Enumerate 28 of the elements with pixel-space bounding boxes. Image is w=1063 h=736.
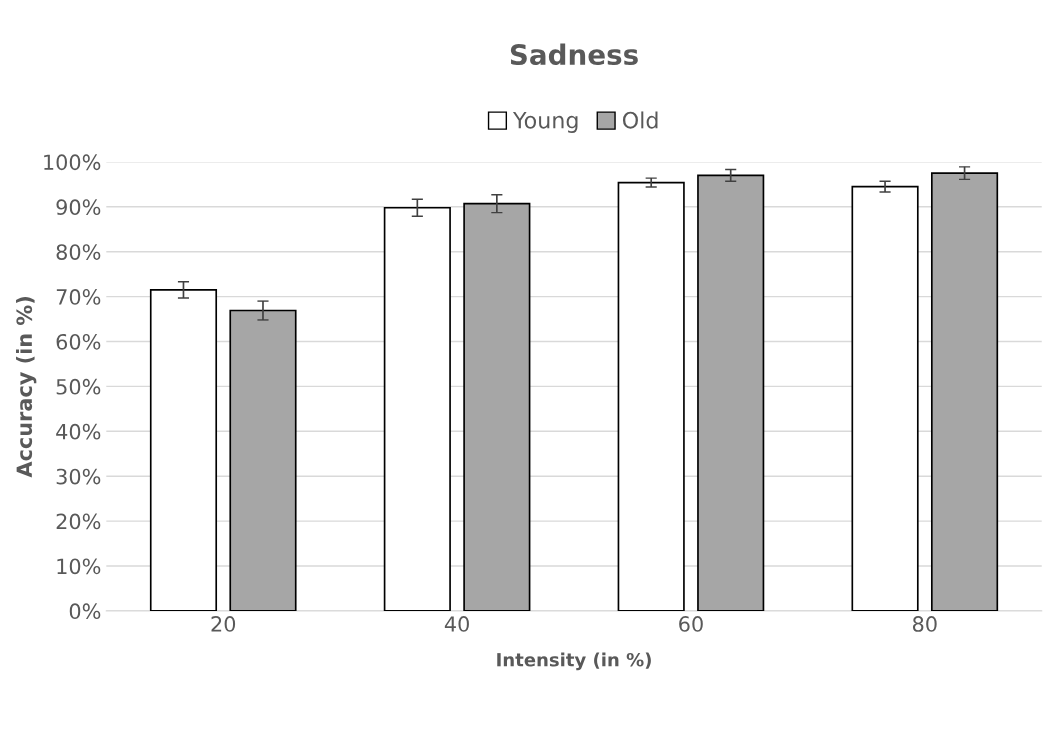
- y-tick-label: 10%: [57, 558, 101, 575]
- y-tick-label: 20%: [56, 513, 101, 530]
- x-axis-title: Intensity (in %): [497, 652, 651, 671]
- chart-title: Sadness: [510, 43, 638, 66]
- y-tick-label: 90%: [56, 199, 101, 216]
- y-tick-label: 50%: [56, 378, 101, 395]
- y-tick-label: 70%: [56, 289, 101, 305]
- x-tick-label: 80: [912, 616, 937, 632]
- x-tick-label: 40: [444, 616, 469, 632]
- bar: [463, 202, 531, 611]
- bar: [930, 172, 999, 611]
- bar: [149, 289, 218, 611]
- y-tick-label: 100%: [44, 154, 101, 171]
- y-tick-label: 60%: [56, 333, 101, 350]
- legend-label: Young: [512, 112, 578, 133]
- bar: [697, 174, 765, 611]
- bar: [229, 309, 297, 611]
- legend-label: Old: [622, 111, 658, 129]
- y-axis-title: Accuracy (in %): [16, 297, 37, 478]
- y-tick-label: 40%: [56, 423, 101, 440]
- x-tick-label: 60: [679, 616, 703, 632]
- y-tick-label: 0%: [69, 603, 101, 620]
- y-tick-label: 80%: [56, 244, 101, 260]
- bar: [617, 181, 685, 611]
- y-tick-label: 30%: [56, 468, 101, 485]
- bar: [851, 185, 919, 611]
- x-tick-label: 20: [211, 616, 236, 632]
- bar: [383, 206, 451, 611]
